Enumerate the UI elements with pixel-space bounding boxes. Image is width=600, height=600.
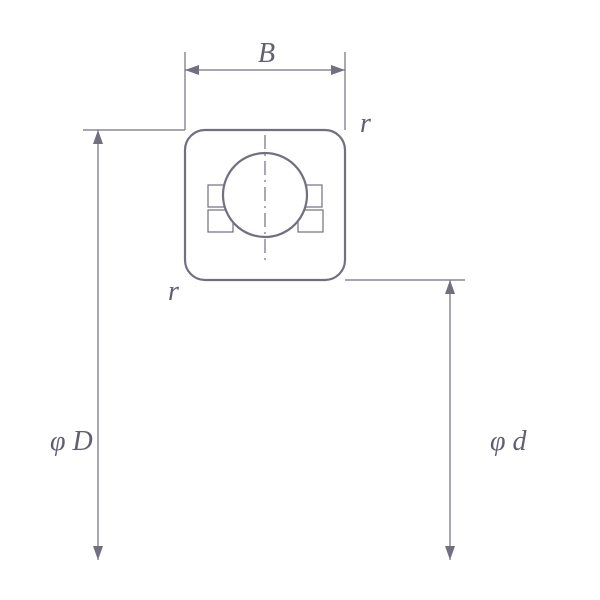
dim-d-arrow-top [445,280,455,294]
dim-B-label: B [258,38,275,69]
dim-D-arrow-bot [93,546,103,560]
r-label-top: r [360,108,371,139]
dim-B-arrow-left [185,65,199,75]
dim-d-label: φ d [490,426,527,457]
dim-D-arrow-top [93,130,103,144]
bearing-cross-section: B φ D φ d r r [0,0,600,600]
dim-D-label: φ D [50,426,93,457]
r-label-bottom: r [168,276,179,307]
dim-d-arrow-bot [445,546,455,560]
dim-B-arrow-right [331,65,345,75]
diagram-canvas: B φ D φ d r r [0,0,600,600]
